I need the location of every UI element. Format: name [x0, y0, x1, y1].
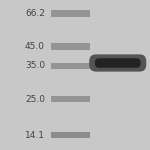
Bar — [51, 63, 90, 69]
FancyBboxPatch shape — [89, 54, 146, 72]
Bar — [51, 43, 90, 50]
Text: 14.1: 14.1 — [25, 130, 45, 140]
Text: 25.0: 25.0 — [25, 94, 45, 103]
Bar — [51, 10, 90, 17]
Text: 35.0: 35.0 — [25, 61, 45, 70]
Bar — [51, 96, 90, 102]
Text: 45.0: 45.0 — [25, 42, 45, 51]
Text: 66.2: 66.2 — [25, 9, 45, 18]
FancyBboxPatch shape — [95, 58, 141, 68]
Bar — [51, 132, 90, 138]
